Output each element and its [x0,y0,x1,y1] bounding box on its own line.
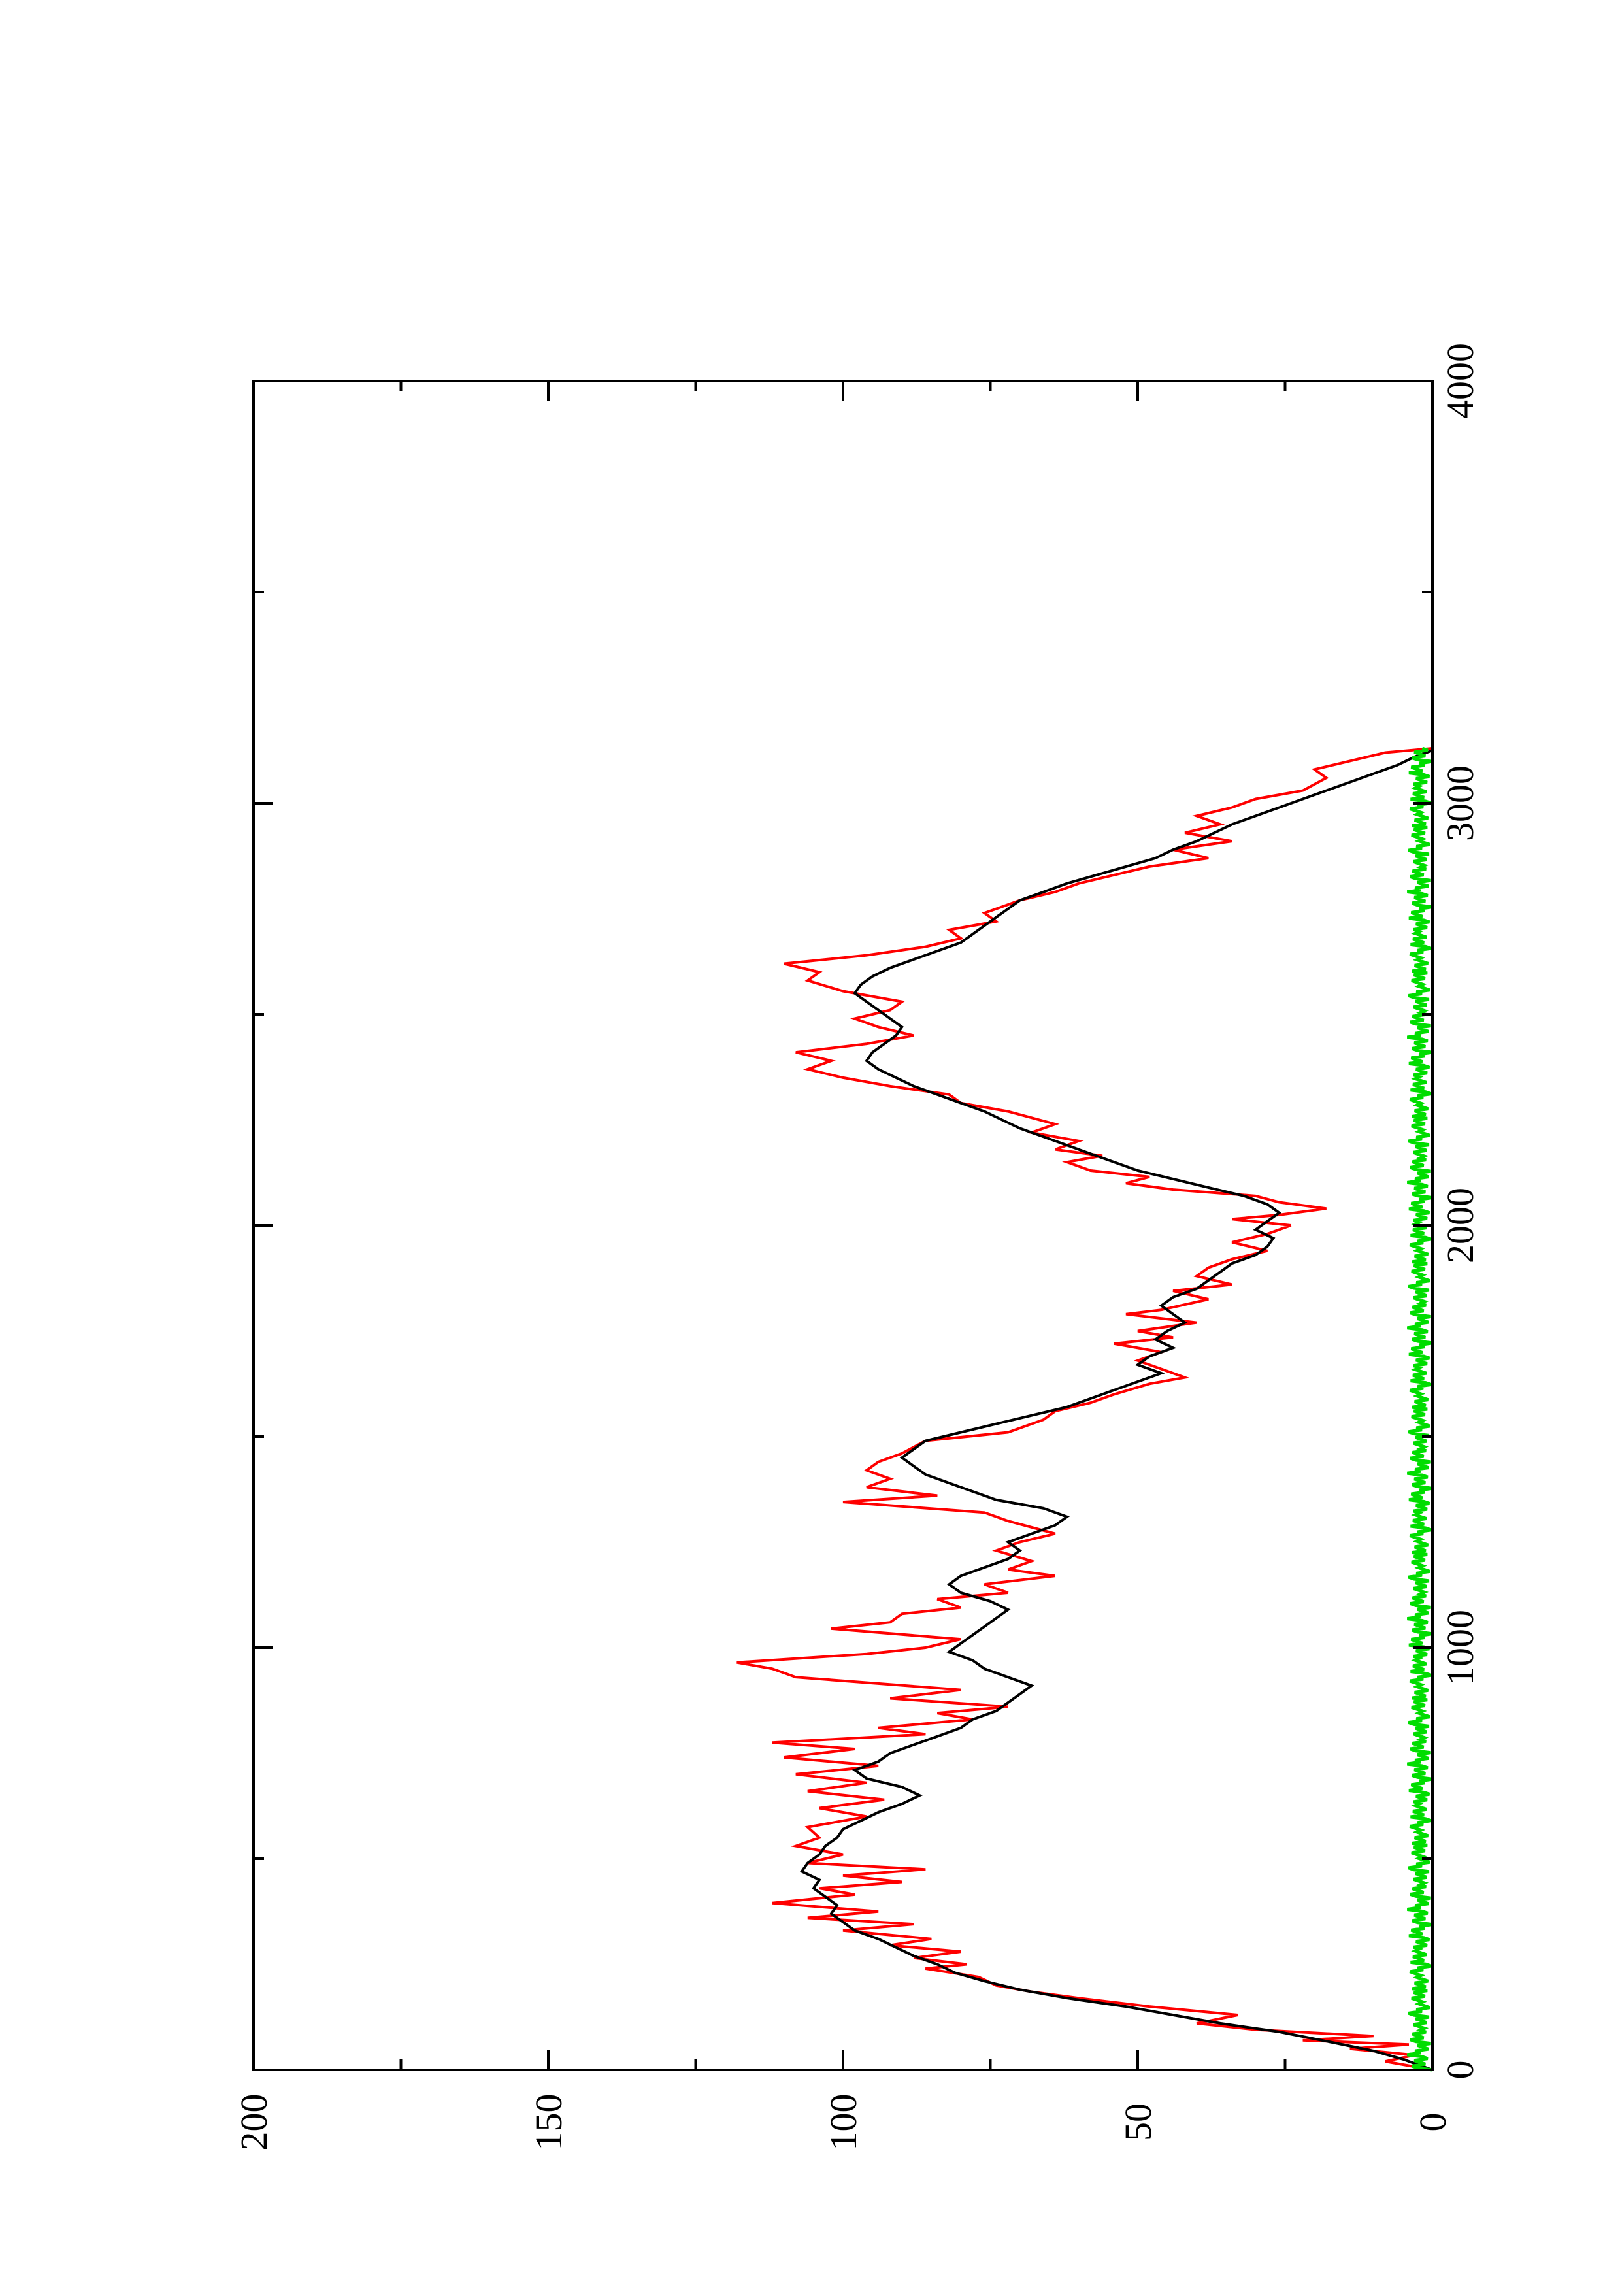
x-tick-label: 1000 [1439,1610,1481,1686]
x-tick-label: 3000 [1439,765,1481,841]
x-tick-label: 4000 [1439,343,1481,419]
y-tick-label: 50 [1117,2103,1159,2141]
y-tick-label: 200 [233,2094,275,2151]
x-tick-label: 2000 [1439,1188,1481,1263]
series-line-2 [799,749,1433,2071]
series-layer [736,746,1433,2072]
y-tick-label: 0 [1412,2113,1454,2132]
series-line-3 [1407,746,1433,2072]
labels-layer: 0 1000 2000 3000 4000 0 50 100 150 200 [233,343,1481,2151]
x-tick-label: 0 [1439,2061,1481,2080]
series-line-1 [736,747,1433,2071]
y-tick-label: 150 [527,2094,570,2151]
y-tick-label: 100 [822,2094,865,2151]
plot-frame [252,380,1434,2071]
